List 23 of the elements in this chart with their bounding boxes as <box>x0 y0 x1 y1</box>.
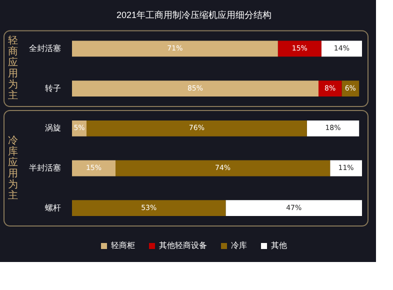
text: 轻商应用为主 <box>8 34 18 102</box>
legend-label: 冷库 <box>231 241 247 250</box>
legend-label: 其他轻商设备 <box>159 241 207 250</box>
y-tick-label: 全封活塞 <box>29 44 61 53</box>
legend-label: 轻商柜 <box>111 241 135 250</box>
bar <box>72 160 116 176</box>
y-tick-label: 转子 <box>45 84 61 93</box>
y-tick-label: 螺杆 <box>45 203 61 212</box>
legend-label: 其他 <box>271 241 287 250</box>
y-tick-label: 半封活塞 <box>29 163 61 172</box>
bar <box>72 200 226 216</box>
bar <box>330 160 362 176</box>
bar <box>72 40 278 57</box>
bar <box>306 120 360 136</box>
chart-title: 2021年工商用制冷压缩机应用细分结构 <box>116 10 272 20</box>
bar <box>86 120 307 136</box>
text: 冷库应用为主 <box>8 134 18 202</box>
bar <box>116 160 330 176</box>
bar <box>321 40 362 57</box>
bar <box>278 40 322 57</box>
bar <box>72 80 318 97</box>
bar <box>226 200 362 216</box>
y-tick-label: 涡旋 <box>45 124 61 133</box>
